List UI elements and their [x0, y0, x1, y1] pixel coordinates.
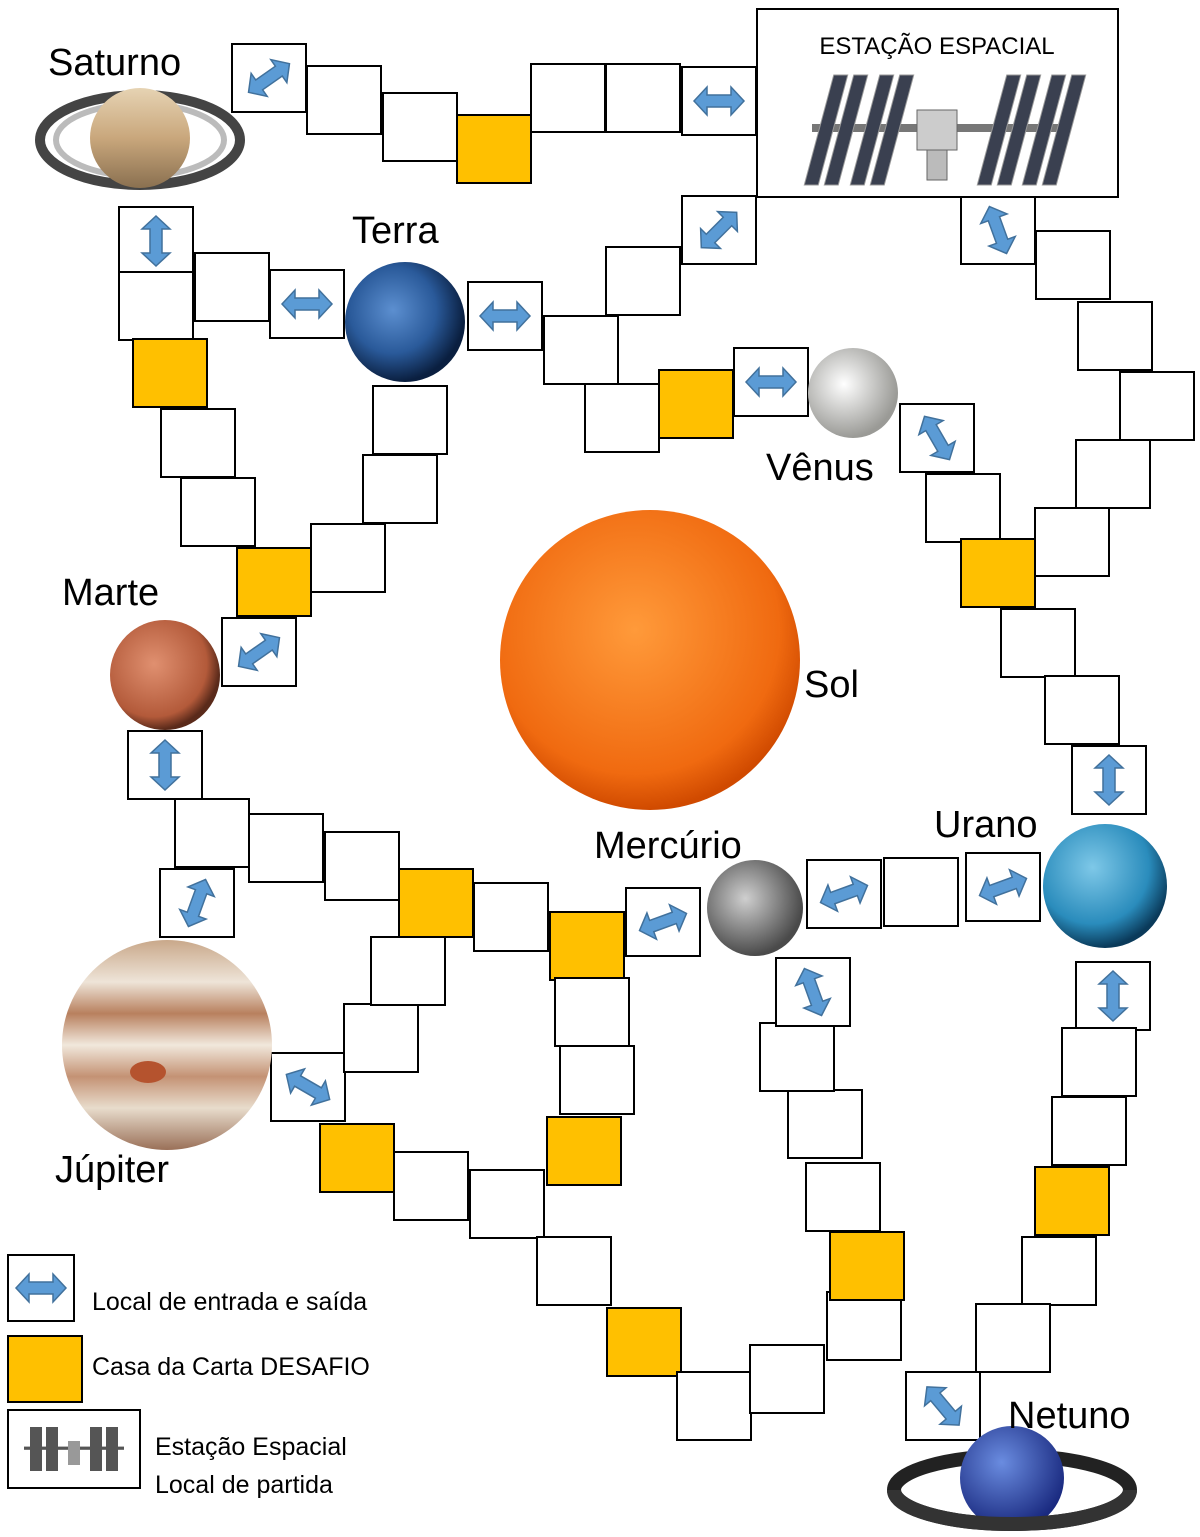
- mars: [110, 620, 220, 730]
- planet-label: Marte: [62, 572, 159, 614]
- challenge-tile: [607, 1308, 681, 1376]
- challenge-tile: [550, 912, 624, 980]
- tile: [307, 66, 381, 134]
- tile: [606, 247, 680, 315]
- planet-label: Terra: [352, 210, 439, 252]
- challenge-tile: [320, 1124, 394, 1192]
- tile: [344, 1004, 418, 1072]
- tile: [677, 1372, 751, 1440]
- tile: [119, 272, 193, 340]
- sun: [500, 510, 800, 810]
- tile: [1022, 1237, 1096, 1305]
- mercury: [707, 860, 803, 956]
- planet-label: Saturno: [48, 42, 181, 84]
- tile: [1036, 231, 1110, 299]
- tile: [555, 978, 629, 1046]
- neptune: [894, 1426, 1130, 1530]
- planet-label: Sol: [804, 664, 859, 706]
- challenge-tile: [1035, 1167, 1109, 1235]
- tile: [560, 1046, 634, 1114]
- legend-label: Local de entrada e saída: [92, 1288, 367, 1316]
- tile: [606, 64, 680, 132]
- tile: [175, 799, 249, 867]
- tile: [363, 455, 437, 523]
- tile: [325, 832, 399, 900]
- tile: [1045, 676, 1119, 744]
- planet-label: Mercúrio: [594, 825, 742, 867]
- tile: [1078, 302, 1152, 370]
- tile: [1076, 440, 1150, 508]
- challenge-tile: [457, 115, 531, 183]
- tile: [181, 478, 255, 546]
- tile: [383, 93, 457, 161]
- planet-label: Júpiter: [55, 1149, 169, 1191]
- tile: [884, 858, 958, 926]
- tile: [544, 316, 618, 384]
- tile: [1035, 508, 1109, 576]
- tile: [1001, 609, 1075, 677]
- tile: [806, 1163, 880, 1231]
- challenge-tile: [399, 869, 473, 937]
- tile: [373, 386, 447, 454]
- tile: [1062, 1028, 1136, 1096]
- tile: [249, 814, 323, 882]
- tile: [1120, 372, 1194, 440]
- tile: [760, 1023, 834, 1091]
- legend-label: Local de partida: [155, 1471, 333, 1499]
- tile: [976, 1304, 1050, 1372]
- tile: [311, 524, 385, 592]
- planet-label: Vênus: [766, 447, 874, 489]
- tile: [926, 474, 1000, 542]
- saturn: [40, 88, 240, 188]
- tile: [788, 1090, 862, 1158]
- legend-label: Estação Espacial: [155, 1433, 347, 1461]
- tile: [394, 1152, 468, 1220]
- tile: [750, 1345, 824, 1413]
- tile: [537, 1237, 611, 1305]
- legend-label: Casa da Carta DESAFIO: [92, 1353, 370, 1381]
- challenge-tile: [961, 539, 1035, 607]
- challenge-tile: [133, 339, 207, 407]
- challenge-tile: [659, 370, 733, 438]
- earth: [345, 262, 465, 382]
- game-board: ESTAÇÃO ESPACIAL Saturno Terra Vênus Mar…: [0, 0, 1200, 1532]
- planet-label: Urano: [934, 804, 1038, 846]
- tile: [470, 1170, 544, 1238]
- tile: [371, 937, 445, 1005]
- tile: [195, 253, 269, 321]
- tile: [531, 64, 605, 132]
- tile: [1052, 1097, 1126, 1165]
- tile: [161, 409, 235, 477]
- challenge-tile: [237, 548, 311, 616]
- legend: Local de entrada e saída Casa da Carta D…: [8, 1255, 370, 1499]
- venus: [808, 348, 898, 438]
- tile: [585, 384, 659, 452]
- uranus: [1043, 824, 1167, 948]
- station-label: ESTAÇÃO ESPACIAL: [819, 33, 1054, 60]
- planet-label: Netuno: [1008, 1395, 1131, 1437]
- challenge-tile: [547, 1117, 621, 1185]
- tile: [827, 1292, 901, 1360]
- challenge-tile: [830, 1232, 904, 1300]
- jupiter: [62, 940, 272, 1150]
- legend-yellow: [8, 1336, 82, 1402]
- tile: [474, 883, 548, 951]
